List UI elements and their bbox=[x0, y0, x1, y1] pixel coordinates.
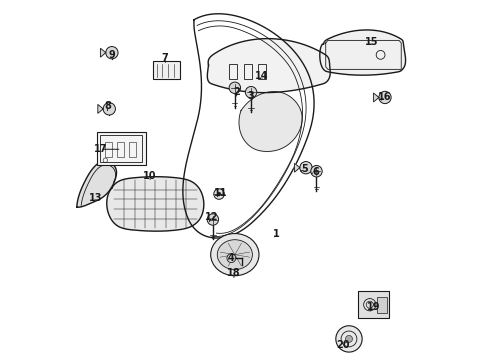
Text: 10: 10 bbox=[143, 171, 157, 181]
Circle shape bbox=[345, 336, 352, 342]
Polygon shape bbox=[106, 177, 203, 231]
Circle shape bbox=[103, 103, 115, 115]
Ellipse shape bbox=[217, 240, 252, 270]
Text: 5: 5 bbox=[301, 164, 308, 174]
Polygon shape bbox=[207, 39, 329, 93]
Text: 14: 14 bbox=[255, 71, 268, 81]
Bar bbox=[244, 64, 252, 79]
Text: 11: 11 bbox=[213, 188, 226, 198]
Text: 16: 16 bbox=[377, 91, 391, 102]
Text: 19: 19 bbox=[366, 302, 380, 312]
Bar bbox=[101, 135, 142, 162]
Text: 6: 6 bbox=[312, 167, 318, 177]
Bar bbox=[357, 291, 388, 318]
Ellipse shape bbox=[210, 234, 259, 276]
Text: 18: 18 bbox=[227, 268, 240, 278]
Text: 9: 9 bbox=[108, 50, 115, 60]
Text: 12: 12 bbox=[204, 212, 218, 222]
Circle shape bbox=[217, 192, 221, 196]
Polygon shape bbox=[239, 91, 302, 152]
Text: 1: 1 bbox=[272, 229, 279, 239]
Bar bbox=[229, 64, 237, 79]
Circle shape bbox=[299, 162, 311, 174]
Bar bbox=[257, 64, 265, 79]
Polygon shape bbox=[101, 48, 105, 57]
Text: 13: 13 bbox=[88, 193, 102, 203]
Bar bbox=[377, 297, 386, 313]
Polygon shape bbox=[294, 163, 299, 172]
Polygon shape bbox=[319, 30, 405, 75]
Bar bbox=[153, 62, 180, 79]
Circle shape bbox=[310, 166, 322, 177]
Polygon shape bbox=[373, 93, 378, 102]
Text: 17: 17 bbox=[94, 144, 107, 154]
Circle shape bbox=[105, 46, 118, 59]
Circle shape bbox=[207, 214, 218, 225]
Text: 15: 15 bbox=[365, 37, 378, 47]
Circle shape bbox=[335, 326, 362, 352]
Circle shape bbox=[245, 86, 256, 98]
Text: 20: 20 bbox=[336, 339, 349, 350]
Polygon shape bbox=[98, 104, 103, 113]
Bar bbox=[129, 142, 136, 157]
Bar bbox=[117, 142, 124, 157]
Text: 2: 2 bbox=[233, 87, 240, 97]
Circle shape bbox=[229, 82, 240, 94]
Text: 3: 3 bbox=[247, 91, 254, 101]
Text: 7: 7 bbox=[161, 53, 168, 63]
Polygon shape bbox=[77, 161, 116, 207]
Circle shape bbox=[226, 254, 235, 262]
Text: 4: 4 bbox=[227, 253, 234, 263]
Circle shape bbox=[378, 91, 390, 104]
Bar bbox=[104, 142, 112, 157]
Text: 8: 8 bbox=[104, 101, 111, 111]
Circle shape bbox=[213, 189, 224, 199]
Bar bbox=[97, 132, 145, 165]
